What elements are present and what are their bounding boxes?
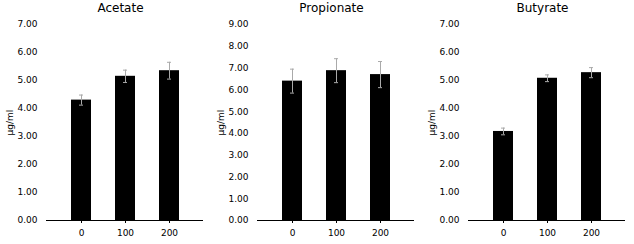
svg-text:4.00: 4.00 bbox=[439, 103, 459, 113]
svg-text:0.00: 0.00 bbox=[439, 215, 459, 225]
svg-text:0.00: 0.00 bbox=[17, 215, 37, 225]
svg-text:6.00: 6.00 bbox=[439, 47, 459, 57]
svg-text:0: 0 bbox=[79, 228, 85, 238]
svg-text:1.00: 1.00 bbox=[228, 194, 248, 204]
html-text:Acetate: Acetate bbox=[97, 1, 144, 15]
svg-text:0: 0 bbox=[290, 228, 296, 238]
svg-text:3.00: 3.00 bbox=[228, 150, 248, 160]
svg-text:7.00: 7.00 bbox=[439, 19, 459, 29]
svg-text:5.00: 5.00 bbox=[439, 75, 459, 85]
html-text:Propionate: Propionate bbox=[299, 1, 364, 15]
svg-text:2.00: 2.00 bbox=[439, 159, 459, 169]
svg-text:100: 100 bbox=[539, 228, 556, 238]
svg-text:3.00: 3.00 bbox=[17, 131, 37, 141]
svg-text:μg/ml: μg/ml bbox=[216, 110, 226, 136]
svg-text:4.00: 4.00 bbox=[17, 103, 37, 113]
svg-text:100: 100 bbox=[328, 228, 345, 238]
svg-text:100: 100 bbox=[117, 228, 134, 238]
svg-text:7.00: 7.00 bbox=[228, 63, 248, 73]
svg-text:6.00: 6.00 bbox=[17, 47, 37, 57]
svg-text:200: 200 bbox=[161, 228, 178, 238]
svg-text:1.00: 1.00 bbox=[17, 187, 37, 197]
svg-text:200: 200 bbox=[372, 228, 389, 238]
svg-text:8.00: 8.00 bbox=[228, 41, 248, 51]
svg-text:9.00: 9.00 bbox=[228, 19, 248, 29]
svg-text:0.00: 0.00 bbox=[228, 215, 248, 225]
svg-text:1.00: 1.00 bbox=[439, 187, 459, 197]
svg-text:3.00: 3.00 bbox=[439, 131, 459, 141]
svg-text:6.00: 6.00 bbox=[228, 85, 248, 95]
svg-text:200: 200 bbox=[583, 228, 600, 238]
svg-text:4.00: 4.00 bbox=[228, 128, 248, 138]
svg-text:5.00: 5.00 bbox=[228, 106, 248, 116]
svg-text:7.00: 7.00 bbox=[17, 19, 37, 29]
html-text:Butyrate: Butyrate bbox=[516, 1, 569, 15]
svg-text:μg/ml: μg/ml bbox=[427, 110, 437, 136]
svg-text:5.00: 5.00 bbox=[17, 75, 37, 85]
svg-text:0: 0 bbox=[501, 228, 507, 238]
svg-text:2.00: 2.00 bbox=[228, 172, 248, 182]
svg-text:μg/ml: μg/ml bbox=[5, 110, 15, 136]
svg-text:2.00: 2.00 bbox=[17, 159, 37, 169]
